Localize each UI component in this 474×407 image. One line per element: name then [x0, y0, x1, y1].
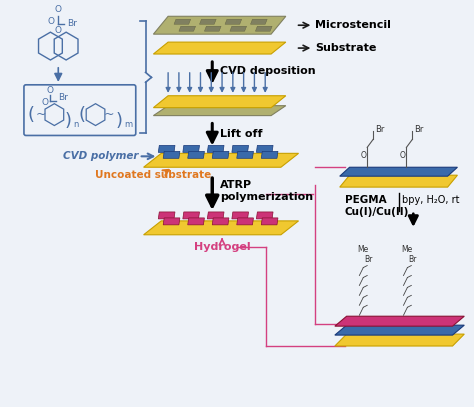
Text: Br: Br: [67, 19, 77, 28]
Polygon shape: [154, 106, 286, 116]
Text: O: O: [47, 86, 54, 95]
Polygon shape: [154, 42, 286, 54]
Polygon shape: [261, 218, 278, 225]
Polygon shape: [335, 316, 465, 326]
Polygon shape: [340, 175, 457, 187]
Text: ~: ~: [36, 108, 46, 121]
Polygon shape: [232, 145, 248, 152]
Text: n: n: [73, 120, 78, 129]
Polygon shape: [207, 145, 224, 152]
Polygon shape: [237, 151, 254, 158]
Polygon shape: [256, 212, 273, 219]
Polygon shape: [200, 19, 216, 24]
Polygon shape: [237, 218, 254, 225]
Text: O: O: [55, 26, 62, 35]
Polygon shape: [174, 19, 191, 24]
Text: ): ): [64, 112, 72, 129]
Text: O: O: [360, 151, 366, 160]
Text: (: (: [78, 105, 85, 124]
Polygon shape: [212, 218, 229, 225]
Text: m: m: [124, 120, 132, 129]
Text: Me: Me: [401, 245, 413, 254]
Polygon shape: [144, 153, 299, 167]
Text: CVD polymer: CVD polymer: [63, 151, 139, 161]
Polygon shape: [204, 26, 221, 31]
Text: Br: Br: [414, 125, 424, 134]
Polygon shape: [179, 26, 196, 31]
Polygon shape: [207, 212, 224, 219]
Text: Hydrogel: Hydrogel: [194, 242, 250, 252]
Polygon shape: [188, 218, 204, 225]
Text: Lift off: Lift off: [220, 129, 263, 140]
Polygon shape: [250, 19, 267, 24]
Polygon shape: [183, 212, 200, 219]
Text: Br: Br: [58, 93, 68, 102]
Polygon shape: [163, 151, 180, 158]
Polygon shape: [144, 221, 299, 235]
Polygon shape: [340, 167, 457, 176]
Text: CVD deposition: CVD deposition: [220, 66, 316, 76]
Polygon shape: [183, 145, 200, 152]
Polygon shape: [163, 218, 180, 225]
Text: Br: Br: [364, 255, 373, 264]
Text: Microstencil: Microstencil: [315, 20, 391, 30]
Text: ~: ~: [104, 108, 115, 121]
Text: O: O: [400, 151, 405, 160]
Polygon shape: [158, 145, 175, 152]
Text: bpy, H₂O, rt: bpy, H₂O, rt: [401, 195, 459, 205]
Polygon shape: [154, 16, 286, 34]
Text: O: O: [55, 5, 62, 14]
Polygon shape: [225, 19, 242, 24]
Text: ATRP
polymerization: ATRP polymerization: [220, 180, 313, 202]
Text: Uncoated substrate: Uncoated substrate: [95, 170, 211, 180]
Polygon shape: [230, 26, 246, 31]
Text: Br: Br: [375, 125, 384, 134]
Text: Substrate: Substrate: [315, 43, 377, 53]
Polygon shape: [261, 151, 278, 158]
Text: O: O: [41, 98, 48, 107]
Polygon shape: [335, 334, 465, 346]
Polygon shape: [256, 145, 273, 152]
Polygon shape: [158, 212, 175, 219]
Polygon shape: [212, 151, 229, 158]
Polygon shape: [232, 212, 248, 219]
Text: (: (: [27, 105, 34, 124]
Polygon shape: [188, 151, 204, 158]
Text: PEGMA
Cu(I)/Cu(II): PEGMA Cu(I)/Cu(II): [345, 195, 409, 217]
Polygon shape: [154, 96, 286, 108]
Text: Me: Me: [357, 245, 369, 254]
Text: Br: Br: [409, 255, 417, 264]
Text: O: O: [48, 17, 55, 26]
Text: ): ): [116, 112, 123, 129]
Polygon shape: [255, 26, 272, 31]
Polygon shape: [335, 325, 465, 335]
